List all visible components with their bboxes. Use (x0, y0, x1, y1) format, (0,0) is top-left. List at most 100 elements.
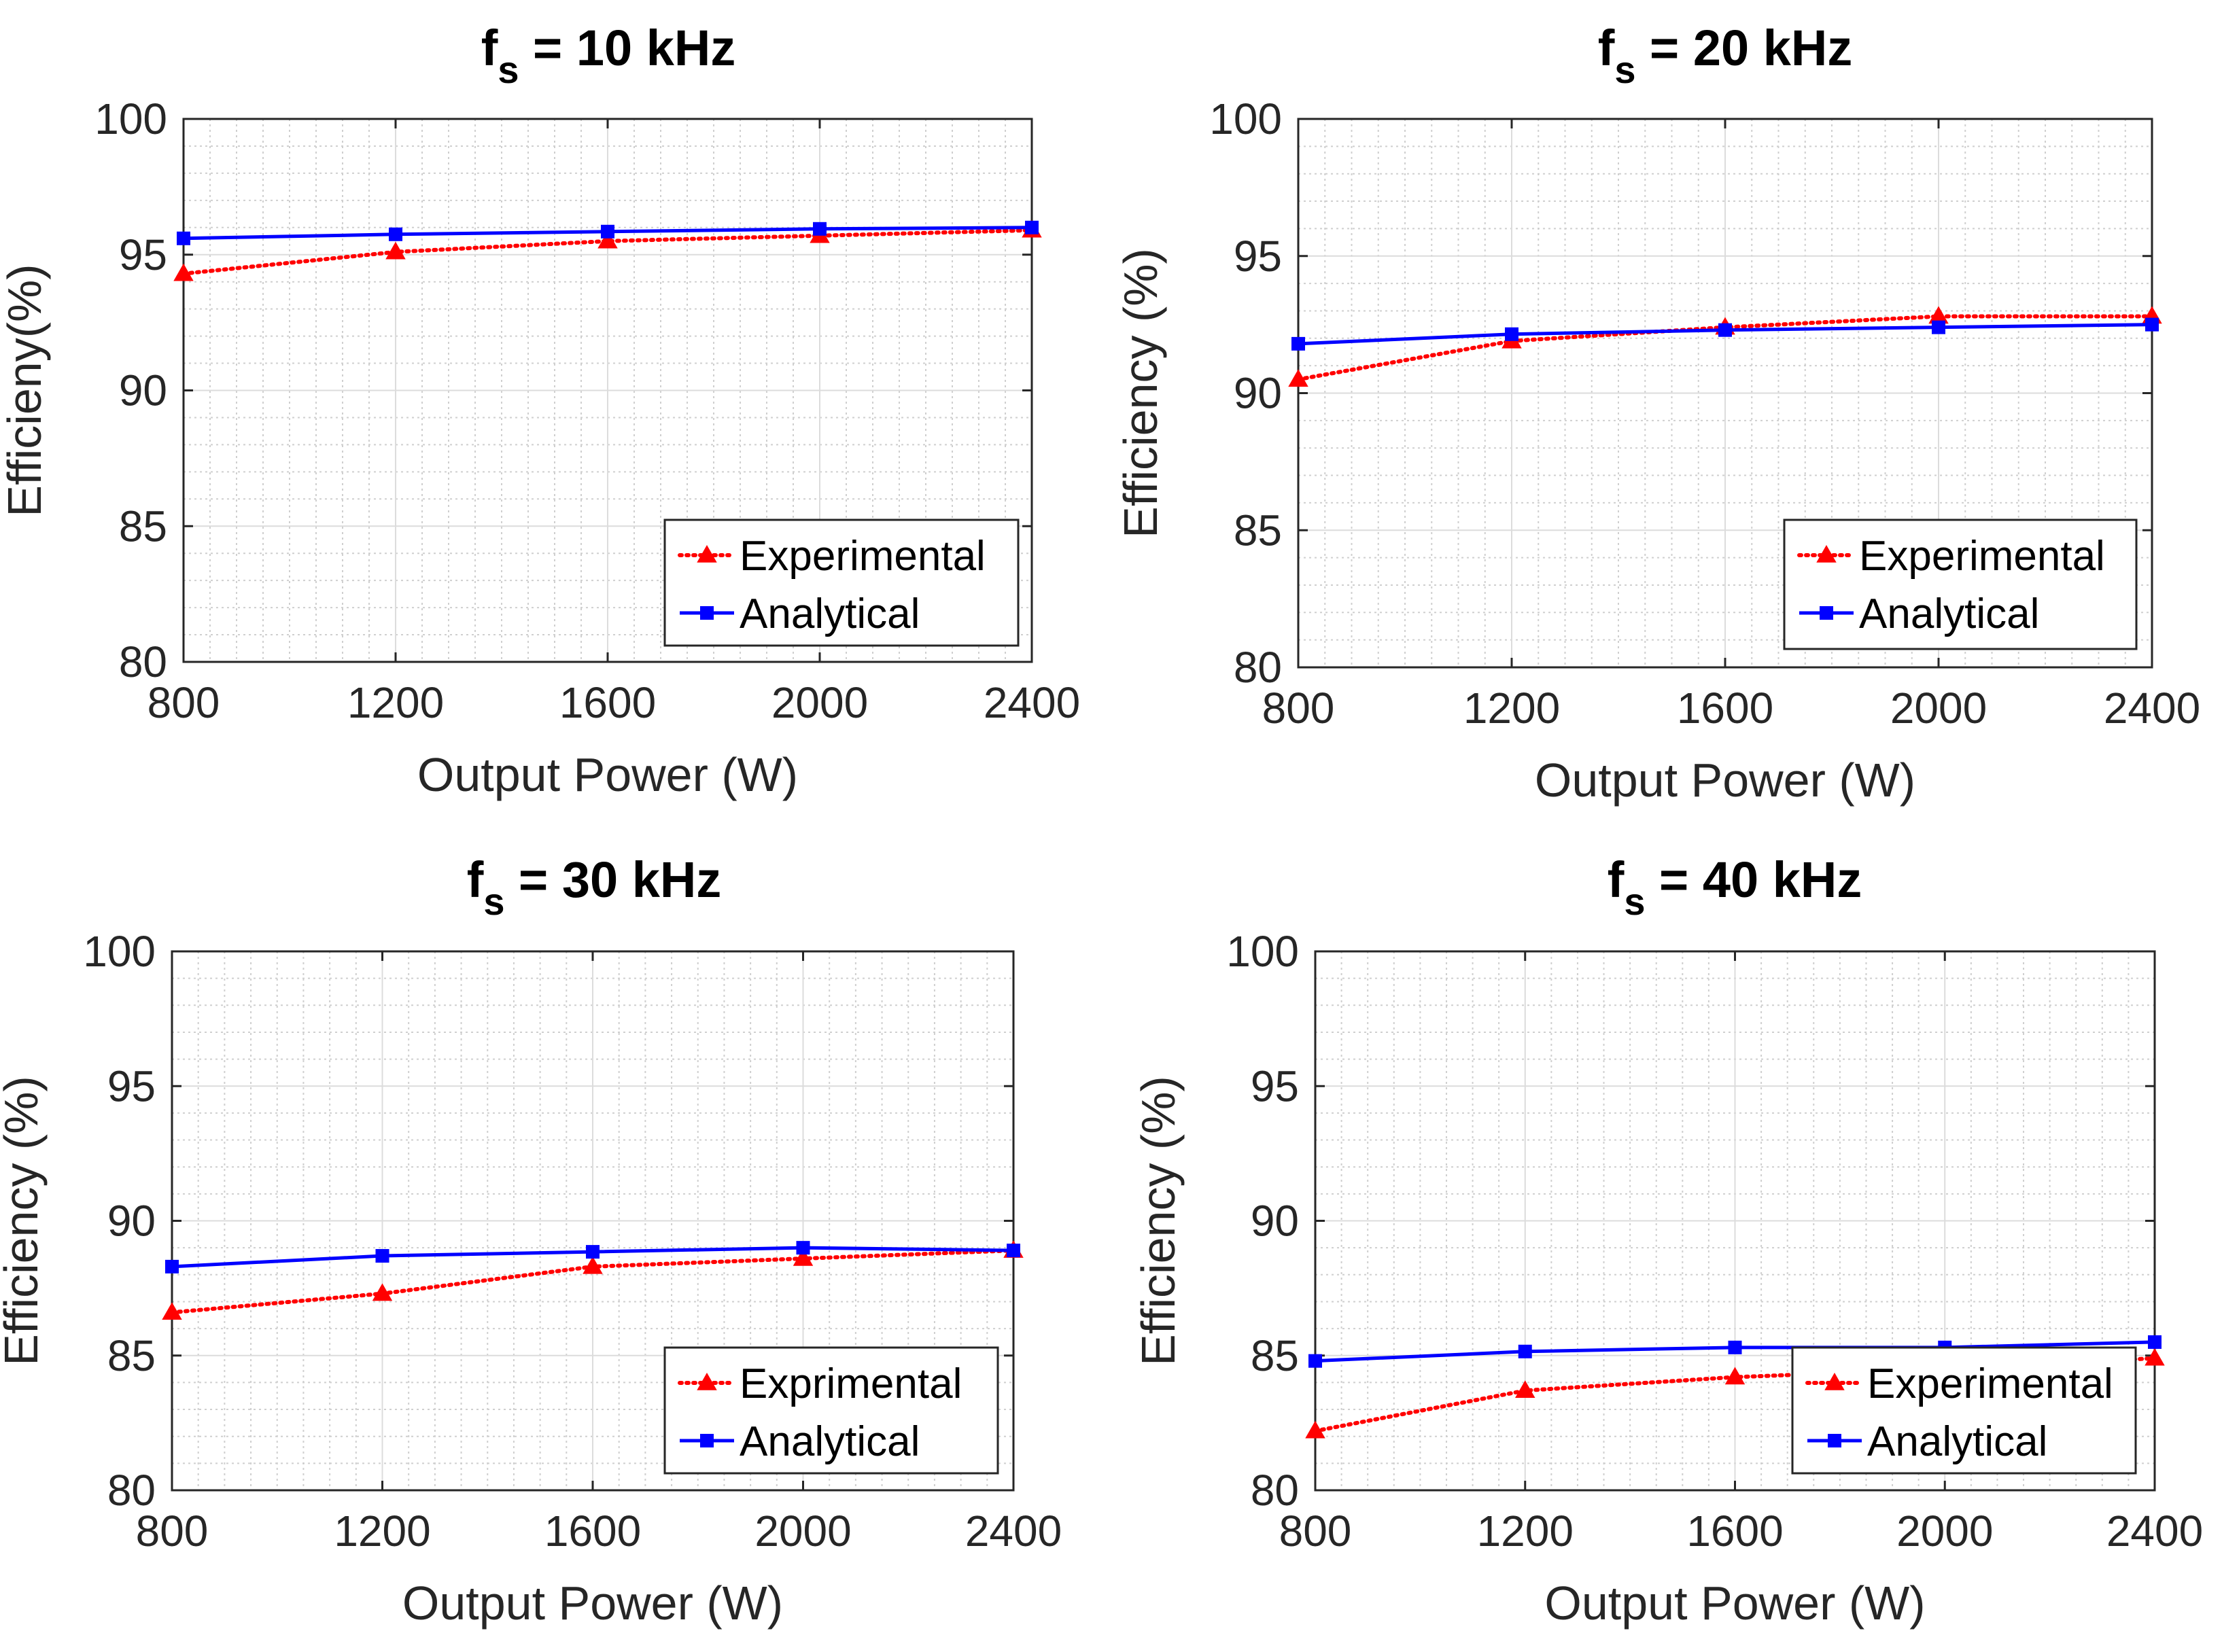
title-subscript: s (498, 48, 519, 91)
legend: Experimental Analytical (1791, 1346, 2137, 1475)
chart-panel-4: 800 1200 1600 2000 2400 80 85 90 95 100 Output Pow… (1132, 851, 2203, 1630)
legend-label: Experimental (740, 533, 986, 580)
y-tick-label: 80 (1234, 643, 1282, 692)
x-tick-label: 800 (1262, 684, 1335, 733)
title-subscript: s (1614, 48, 1635, 91)
title-subscript: s (1624, 880, 1645, 923)
data-point (1025, 220, 1039, 234)
title-main: f (481, 20, 498, 76)
data-point (177, 231, 190, 245)
chart-panel-1: 800 1200 1600 2000 2400 80 85 90 95 100 Output Pow… (0, 20, 1080, 801)
chart-title: fs = 30 kHz (467, 851, 722, 923)
data-point (173, 263, 194, 281)
legend: Experimental Analytical (1783, 519, 2138, 650)
data-point (372, 1283, 393, 1301)
data-point (1518, 1344, 1532, 1358)
y-tick-label: 100 (94, 94, 167, 143)
chart-panel-2: 800 1200 1600 2000 2400 80 85 90 95 100 Output Pow… (1114, 20, 2200, 807)
y-tick-label: 90 (1251, 1197, 1299, 1246)
data-point (1932, 320, 1945, 334)
legend-label: Analytical (1859, 591, 2039, 637)
legend: Experimental Analytical (663, 519, 1020, 647)
y-axis-label: Efficiency (%) (0, 1076, 48, 1366)
title-rest: = 10 kHz (519, 20, 736, 76)
x-tick-label: 800 (136, 1507, 209, 1556)
data-point (813, 222, 827, 236)
y-tick-label: 95 (1251, 1061, 1299, 1110)
y-axis-label: Efficieny(%) (0, 264, 51, 516)
chart-title: fs = 40 kHz (1608, 851, 1862, 923)
x-tick-label: 1200 (347, 678, 444, 727)
data-point (1505, 327, 1518, 341)
series-line (181, 228, 1034, 276)
data-point (1718, 323, 1732, 337)
y-tick-label: 100 (1226, 927, 1299, 976)
x-tick-label: 1600 (559, 678, 656, 727)
data-point (583, 1256, 603, 1274)
y-tick-label: 95 (107, 1061, 156, 1110)
x-tick-label: 1200 (1463, 684, 1560, 733)
x-tick-label: 800 (147, 678, 220, 727)
data-point (389, 227, 402, 241)
x-tick-label: 2000 (1896, 1507, 1993, 1556)
legend: Exprimental Analytical (663, 1346, 999, 1475)
legend-box (663, 519, 1020, 647)
data-point (2145, 1348, 2165, 1366)
y-tick-label: 80 (1251, 1466, 1299, 1515)
data-point (1305, 1420, 1325, 1439)
y-tick-label: 80 (119, 637, 167, 686)
y-tick-label: 90 (119, 366, 167, 415)
y-tick-label: 90 (107, 1197, 156, 1246)
legend-box (663, 1346, 999, 1475)
y-tick-label: 100 (83, 927, 156, 976)
title-rest: = 30 kHz (505, 851, 722, 908)
x-tick-label: 2000 (1890, 684, 1987, 733)
data-point (1515, 1380, 1535, 1399)
title-rest: = 40 kHz (1646, 851, 1862, 908)
series-analytical (165, 1241, 1020, 1273)
y-axis-label: Efficiency (%) (1114, 248, 1167, 538)
title-main: f (1608, 851, 1625, 908)
x-tick-label: 2000 (754, 1507, 851, 1556)
data-point (597, 230, 618, 249)
data-point (1308, 1354, 1322, 1368)
x-tick-label: 2400 (2104, 684, 2200, 733)
y-tick-label: 90 (1234, 369, 1282, 418)
legend-label: Experimental (1859, 533, 2105, 580)
legend-label: Analytical (1867, 1418, 2047, 1465)
legend-marker (1816, 544, 1837, 563)
x-tick-label: 2000 (771, 678, 868, 727)
data-point (1724, 1367, 1746, 1385)
x-tick-label: 1600 (544, 1507, 641, 1556)
series-analytical (177, 220, 1039, 245)
legend-label: Experimental (1867, 1360, 2113, 1407)
x-axis-label: Output Power (W) (402, 1577, 783, 1630)
x-axis-label: Output Power (W) (1544, 1577, 1925, 1630)
data-point (1728, 1340, 1742, 1354)
data-point (586, 1245, 600, 1259)
y-tick-label: 100 (1209, 94, 1282, 143)
data-point (1288, 369, 1308, 387)
title-rest: = 20 kHz (1636, 20, 1853, 76)
data-point (793, 1248, 814, 1266)
legend-marker (700, 1434, 714, 1447)
data-point (165, 1259, 179, 1273)
data-point (375, 1249, 389, 1263)
y-tick-label: 85 (119, 502, 167, 550)
x-tick-label: 2400 (984, 678, 1080, 727)
x-tick-label: 1200 (1477, 1507, 1574, 1556)
legend-marker (697, 1372, 717, 1390)
x-tick-label: 1200 (334, 1507, 430, 1556)
data-point (601, 224, 614, 239)
data-point (1007, 1244, 1020, 1258)
chart-title: fs = 10 kHz (481, 20, 736, 91)
x-tick-label: 2400 (965, 1507, 1062, 1556)
title-subscript: s (483, 880, 504, 923)
data-point (2145, 317, 2159, 332)
title-main: f (1598, 20, 1615, 76)
y-tick-label: 85 (1234, 506, 1282, 555)
x-tick-label: 1600 (1677, 684, 1773, 733)
x-tick-label: 800 (1279, 1507, 1352, 1556)
legend-marker (1828, 1434, 1841, 1447)
